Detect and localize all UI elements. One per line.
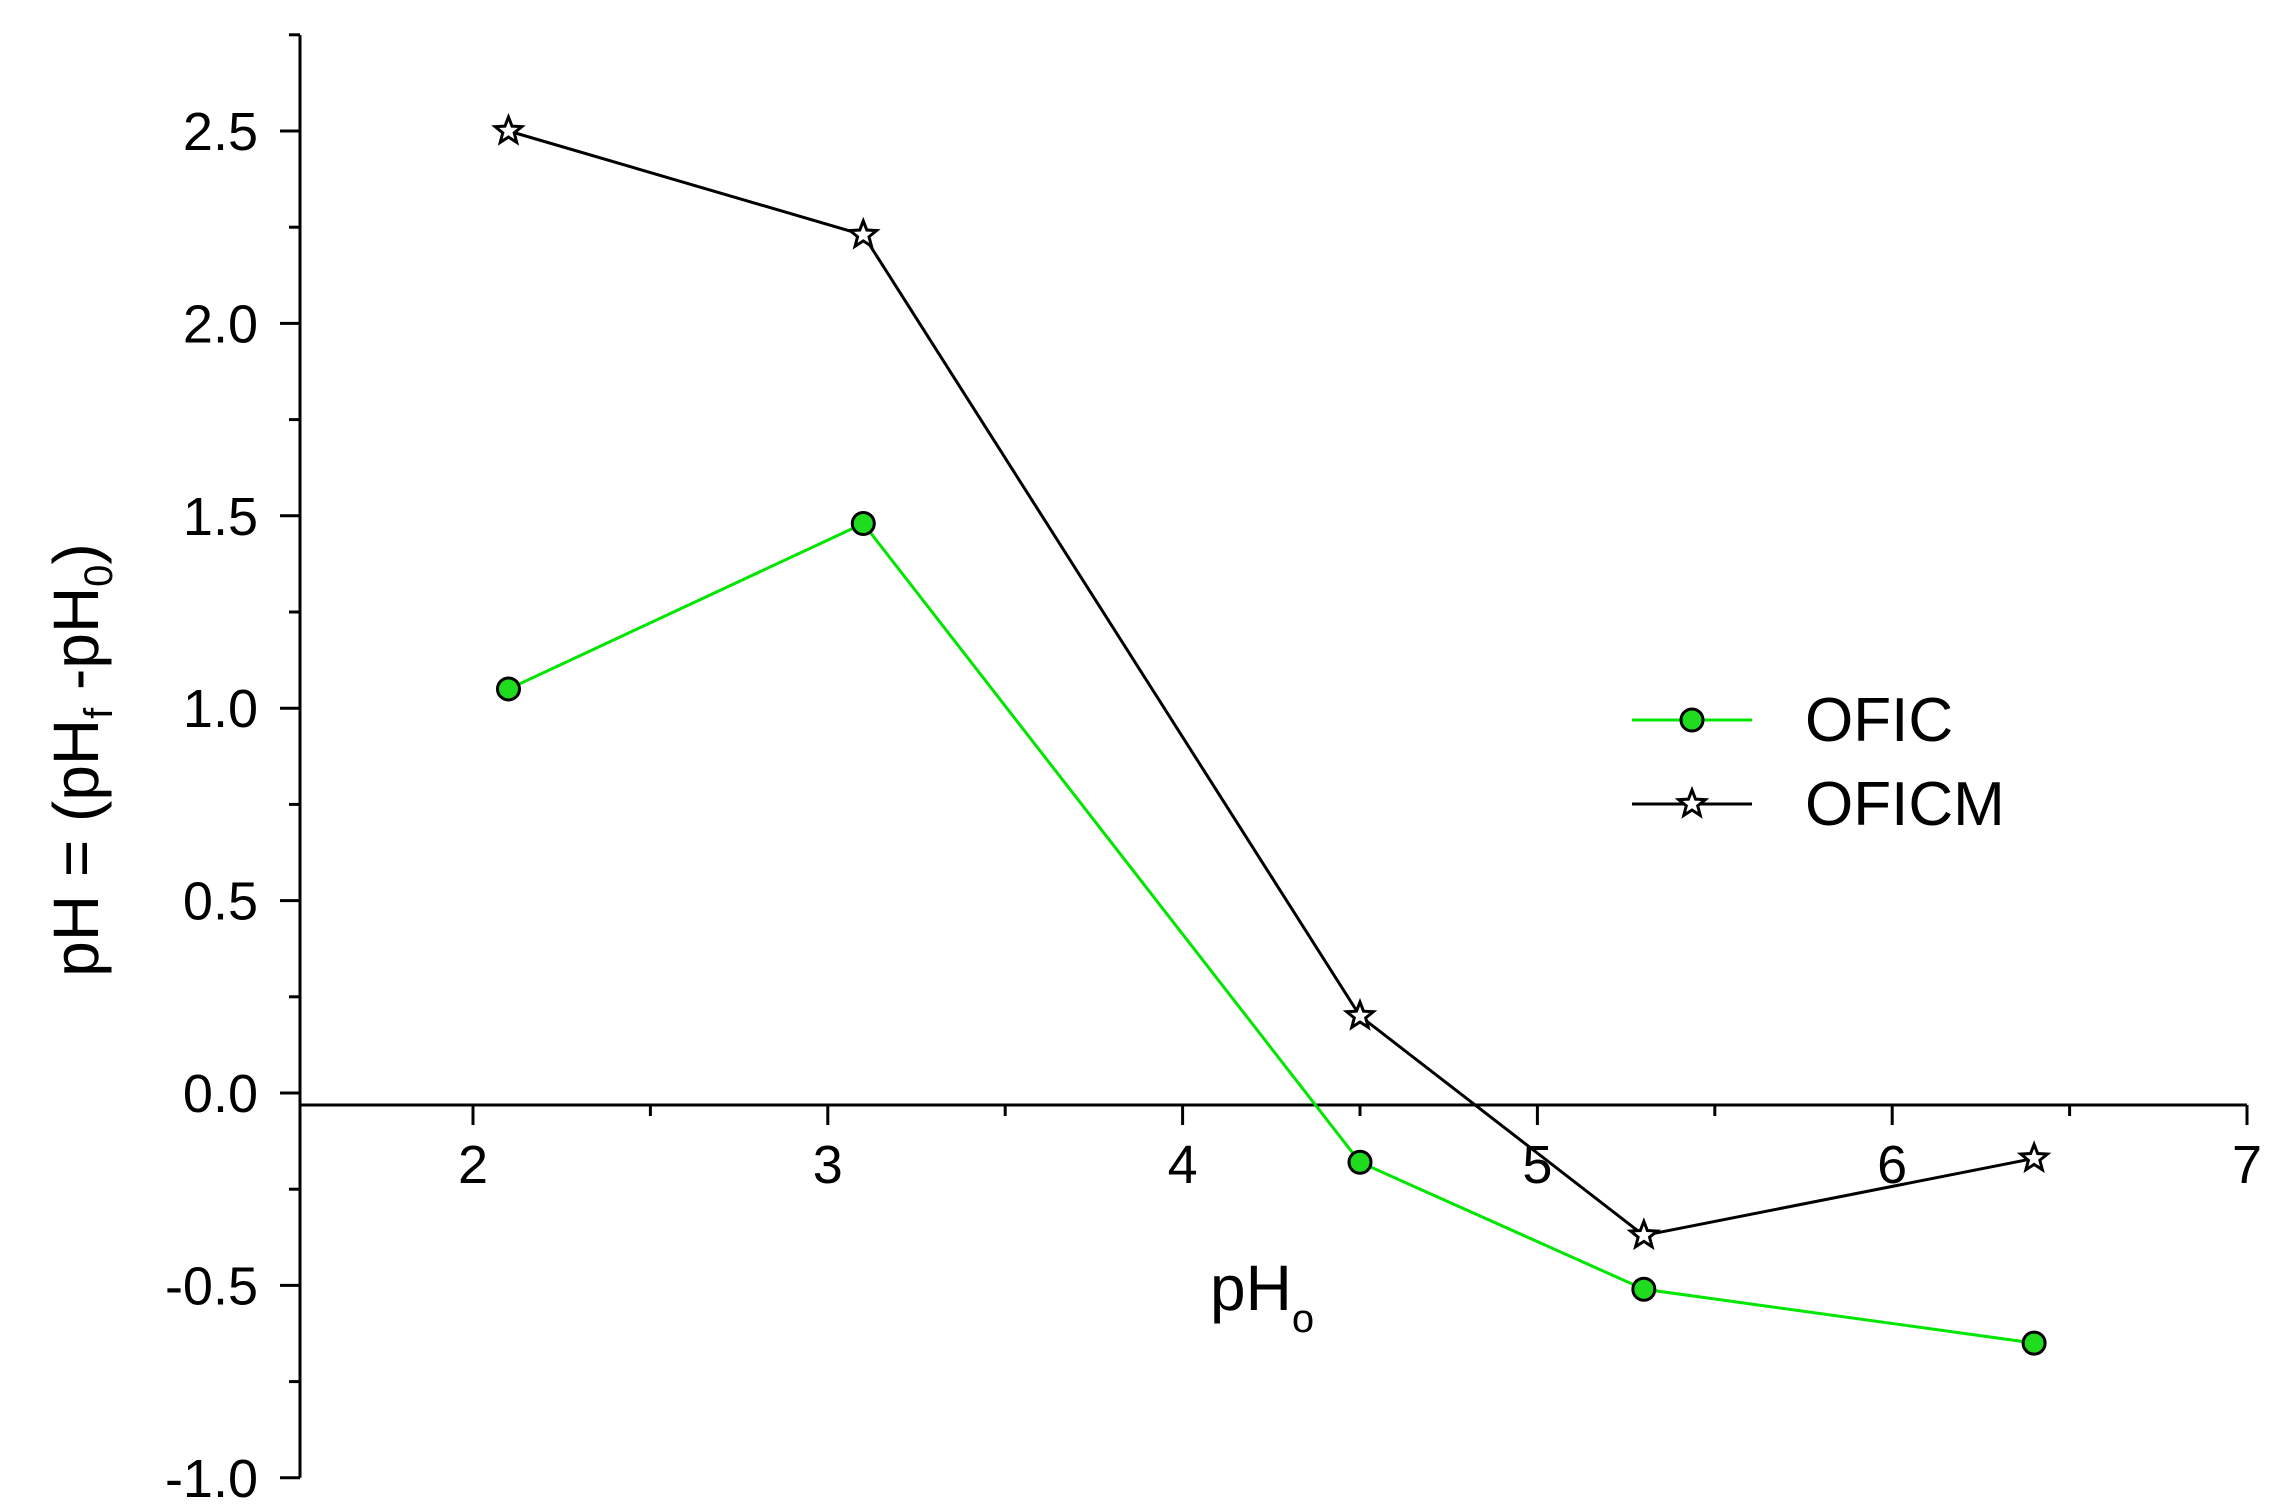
x-axis-title-main: pH <box>1210 1252 1292 1324</box>
y-tick-label: 1.5 <box>183 487 258 547</box>
legend-label-ofic: OFIC <box>1805 686 1953 755</box>
x-tick-label: 2 <box>458 1135 488 1195</box>
y-tick-label: -1.0 <box>165 1449 258 1509</box>
data-point-ofic <box>1631 1276 1657 1302</box>
y-axis-title-mid: -pH <box>40 587 112 708</box>
x-tick-label: 7 <box>2232 1135 2262 1195</box>
axes <box>298 35 2247 1478</box>
y-tick-label: 2.5 <box>183 102 258 162</box>
series-layer <box>491 112 2052 1356</box>
y-tick-label: 1.0 <box>183 679 258 739</box>
y-tick-label: 0.5 <box>183 872 258 932</box>
y-axis-title-sub2: 0 <box>77 565 121 587</box>
tick-labels: -1.0-0.50.00.51.01.52.02.52 3 4 5 6 7 <box>165 102 2262 1509</box>
series-line-ofic <box>507 521 2035 1345</box>
y-tick-label: 0.0 <box>183 1064 258 1124</box>
data-point-oficm <box>1626 1217 1662 1251</box>
data-point-oficm <box>1342 997 1378 1031</box>
data-point-ofic <box>495 676 521 702</box>
data-point-oficm <box>491 112 526 146</box>
data-point-oficm <box>846 216 881 250</box>
x-tick-label: 3 <box>813 1135 843 1195</box>
legend-item-ofic: OFIC <box>1632 686 1953 755</box>
x-tick-label: 4 <box>1168 1135 1198 1195</box>
data-point-ofic <box>2021 1330 2047 1356</box>
y-axis-title: pH = (pHf -pH0) <box>40 543 121 976</box>
y-tick-label: -0.5 <box>165 1256 258 1316</box>
legend-item-oficm: OFICM <box>1632 770 2005 839</box>
y-axis-title-sub1: f <box>77 707 121 719</box>
series-ofic <box>495 510 2047 1356</box>
legend-marker-ofic <box>1679 707 1705 733</box>
y-tick-label: 2.0 <box>183 294 258 354</box>
data-point-ofic <box>850 510 876 536</box>
y-axis-title-prefix: pH = (pH <box>40 719 112 977</box>
axis-ticks <box>280 33 2249 1480</box>
legend-label-oficm: OFICM <box>1805 770 2005 839</box>
x-axis-title: pHo <box>1210 1252 1314 1341</box>
series-oficm <box>491 112 2052 1251</box>
data-point-oficm <box>2016 1140 2052 1174</box>
legend-marker-oficm <box>1674 785 1710 819</box>
legend: OFIC OFICM <box>1632 686 2005 839</box>
series-line-oficm <box>508 129 2035 1238</box>
y-axis-title-suffix: ) <box>40 543 112 564</box>
data-point-ofic <box>1347 1149 1373 1175</box>
x-axis-title-sub: o <box>1292 1297 1314 1341</box>
